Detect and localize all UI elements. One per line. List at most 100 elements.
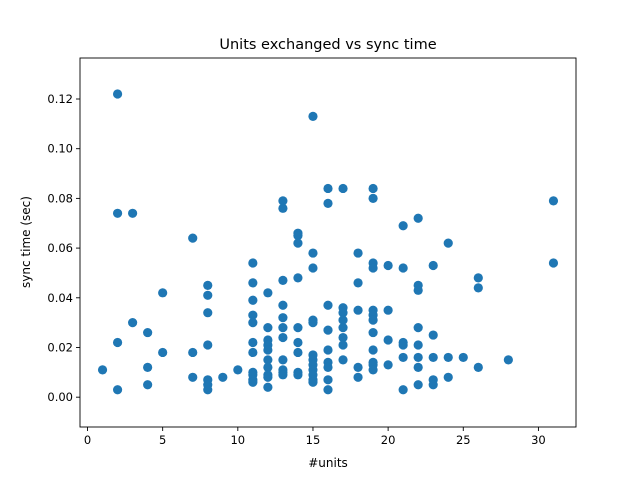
data-point bbox=[143, 327, 153, 338]
data-point bbox=[278, 203, 288, 213]
data-point bbox=[308, 248, 318, 258]
data-point bbox=[368, 365, 378, 375]
chart-title: Units exchanged vs sync time bbox=[219, 37, 436, 53]
x-tick-label: 0 bbox=[84, 433, 91, 447]
data-point bbox=[353, 248, 363, 258]
data-point bbox=[323, 300, 333, 310]
data-point bbox=[263, 355, 273, 365]
data-point bbox=[158, 288, 168, 298]
data-point bbox=[112, 89, 123, 99]
data-point bbox=[368, 327, 378, 338]
data-point bbox=[112, 208, 123, 218]
x-tick-label: 20 bbox=[381, 433, 396, 447]
data-point bbox=[143, 380, 153, 390]
data-point bbox=[263, 345, 273, 355]
data-point bbox=[293, 347, 303, 358]
data-point bbox=[338, 332, 348, 343]
data-point bbox=[263, 323, 273, 333]
data-point bbox=[293, 370, 303, 380]
data-point bbox=[548, 196, 559, 206]
data-point bbox=[323, 198, 333, 208]
data-point bbox=[413, 362, 423, 372]
x-tick-label: 5 bbox=[159, 433, 166, 447]
data-point bbox=[278, 355, 288, 365]
data-point bbox=[473, 283, 483, 293]
data-point bbox=[338, 183, 348, 194]
data-point bbox=[338, 355, 348, 365]
data-point bbox=[338, 315, 348, 325]
data-point bbox=[203, 385, 213, 395]
data-point bbox=[413, 340, 423, 350]
data-point bbox=[308, 111, 318, 121]
data-point bbox=[413, 285, 423, 295]
data-points bbox=[97, 89, 559, 395]
data-point bbox=[383, 335, 393, 345]
data-point bbox=[368, 345, 378, 355]
data-point bbox=[308, 263, 318, 273]
data-point bbox=[368, 315, 378, 325]
data-point bbox=[413, 213, 423, 223]
data-point bbox=[443, 372, 453, 382]
data-point bbox=[158, 347, 168, 358]
y-tick-label: 0.12 bbox=[47, 92, 73, 106]
data-point bbox=[293, 273, 303, 283]
data-point bbox=[473, 362, 483, 372]
data-point bbox=[112, 385, 123, 395]
data-point bbox=[203, 290, 213, 300]
x-tick-label: 30 bbox=[531, 433, 546, 447]
data-point bbox=[443, 352, 453, 363]
data-point bbox=[218, 372, 228, 382]
data-point bbox=[263, 362, 273, 372]
y-tick-label: 0.00 bbox=[47, 390, 73, 404]
data-point bbox=[413, 380, 423, 390]
data-point bbox=[128, 318, 138, 328]
data-point bbox=[353, 372, 363, 382]
data-point bbox=[97, 365, 108, 375]
data-point bbox=[143, 362, 153, 372]
data-point bbox=[248, 278, 258, 288]
data-point bbox=[278, 196, 288, 206]
data-point bbox=[428, 330, 438, 340]
data-point bbox=[203, 280, 213, 290]
data-point bbox=[323, 375, 333, 385]
y-tick-label: 0.08 bbox=[47, 191, 73, 205]
x-tick-label: 15 bbox=[306, 433, 321, 447]
x-axis-ticks: 0 5 10 15 20 25 30 bbox=[84, 427, 546, 447]
data-point bbox=[428, 260, 438, 271]
x-tick-label: 10 bbox=[230, 433, 245, 447]
data-point bbox=[368, 183, 378, 194]
x-axis-label: #units bbox=[308, 456, 348, 470]
data-point bbox=[263, 382, 273, 392]
data-point bbox=[112, 337, 123, 348]
data-point bbox=[368, 263, 378, 273]
data-point bbox=[398, 263, 408, 273]
data-point bbox=[278, 323, 288, 333]
data-point bbox=[278, 370, 288, 380]
data-point bbox=[278, 332, 288, 343]
data-point bbox=[248, 295, 258, 305]
y-tick-label: 0.06 bbox=[47, 241, 73, 255]
data-point bbox=[293, 323, 303, 333]
data-point bbox=[188, 233, 198, 243]
data-point bbox=[323, 362, 333, 372]
data-point bbox=[233, 365, 243, 375]
data-point bbox=[353, 305, 363, 315]
data-point bbox=[128, 208, 138, 218]
data-point bbox=[428, 352, 438, 363]
data-point bbox=[338, 323, 348, 333]
data-point bbox=[458, 352, 468, 363]
data-point bbox=[413, 323, 423, 333]
data-point bbox=[248, 377, 258, 387]
data-point bbox=[188, 347, 198, 358]
data-point bbox=[263, 372, 273, 382]
data-point bbox=[248, 347, 258, 358]
data-point bbox=[323, 183, 333, 194]
data-point bbox=[308, 318, 318, 328]
y-axis-label: sync time (sec) bbox=[19, 196, 33, 288]
data-point bbox=[383, 260, 393, 271]
data-point bbox=[308, 377, 318, 387]
data-point bbox=[278, 275, 288, 285]
data-point bbox=[383, 360, 393, 370]
